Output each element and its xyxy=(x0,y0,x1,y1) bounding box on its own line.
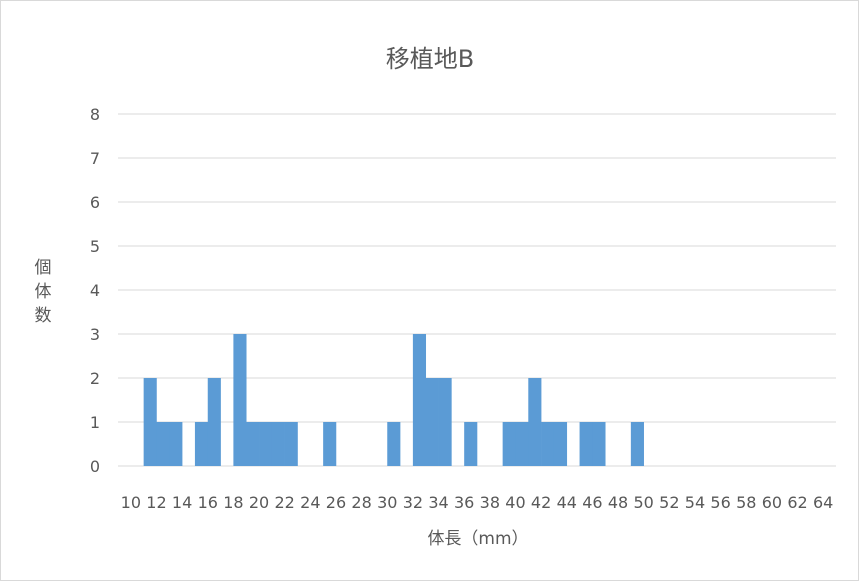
bar xyxy=(630,422,644,466)
y-tick-label: 6 xyxy=(90,193,100,212)
x-tick-label: 50 xyxy=(633,493,653,512)
bar xyxy=(233,334,247,466)
x-tick-label: 58 xyxy=(736,493,756,512)
bar xyxy=(207,378,221,466)
bar xyxy=(541,422,555,466)
y-tick-label: 5 xyxy=(90,237,100,256)
bar xyxy=(246,422,260,466)
y-tick-label: 0 xyxy=(90,457,100,476)
x-tick-label: 38 xyxy=(480,493,500,512)
y-tick-label: 2 xyxy=(90,369,100,388)
bar xyxy=(502,422,516,466)
x-tick-label: 48 xyxy=(608,493,628,512)
bar xyxy=(464,422,478,466)
x-tick-label: 56 xyxy=(710,493,730,512)
bar xyxy=(515,422,529,466)
x-tick-label: 62 xyxy=(787,493,807,512)
bar xyxy=(425,378,439,466)
x-tick-label: 10 xyxy=(121,493,141,512)
bar xyxy=(169,422,183,466)
x-tick-label: 18 xyxy=(223,493,243,512)
y-tick-label: 1 xyxy=(90,413,100,432)
bar xyxy=(592,422,606,466)
x-tick-label: 36 xyxy=(454,493,474,512)
x-tick-label: 64 xyxy=(813,493,833,512)
x-tick-label: 54 xyxy=(685,493,705,512)
y-axis-label: 個体数 xyxy=(35,258,52,326)
bar xyxy=(412,334,427,466)
bar xyxy=(143,378,157,466)
bar xyxy=(323,422,337,466)
x-tick-label: 34 xyxy=(428,493,448,512)
x-tick-label: 46 xyxy=(582,493,602,512)
y-tick-label: 7 xyxy=(90,149,100,168)
bar xyxy=(579,422,593,466)
x-tick-labels: 10 12 14 16 18 20 22 24 26 28 30 32 34 36 38 40 42 44 46 48… xyxy=(121,493,834,512)
x-tick-label: 40 xyxy=(505,493,525,512)
bar xyxy=(528,378,542,466)
x-tick-label: 44 xyxy=(557,493,577,512)
x-tick-label: 30 xyxy=(377,493,397,512)
bar xyxy=(438,378,452,466)
bar xyxy=(284,422,298,466)
y-tick-label: 8 xyxy=(90,105,100,124)
x-tick-label: 24 xyxy=(300,493,320,512)
x-tick-label: 22 xyxy=(274,493,294,512)
y-tick-label: 3 xyxy=(90,325,100,344)
x-tick-label: 42 xyxy=(531,493,551,512)
x-tick-label: 14 xyxy=(172,493,192,512)
bar xyxy=(194,422,209,466)
y-tick-label: 4 xyxy=(90,281,100,300)
x-tick-label: 12 xyxy=(146,493,166,512)
bar xyxy=(387,422,401,466)
x-tick-label: 28 xyxy=(351,493,371,512)
y-tick-labels: 0 1 2 3 4 5 6 7 8 xyxy=(90,105,100,476)
x-tick-label: 16 xyxy=(198,493,218,512)
x-axis-label: 体長（mm） xyxy=(427,529,528,549)
bar xyxy=(259,422,273,466)
x-tick-label: 52 xyxy=(659,493,679,512)
x-tick-label: 20 xyxy=(249,493,269,512)
x-tick-label: 60 xyxy=(762,493,782,512)
x-tick-label: 32 xyxy=(403,493,423,512)
bar xyxy=(553,422,568,466)
gridlines xyxy=(118,113,836,467)
bar xyxy=(271,422,285,466)
chart-title: 移植地B xyxy=(386,45,474,73)
bars xyxy=(143,334,644,466)
x-tick-label: 26 xyxy=(326,493,346,512)
bar xyxy=(156,422,170,466)
